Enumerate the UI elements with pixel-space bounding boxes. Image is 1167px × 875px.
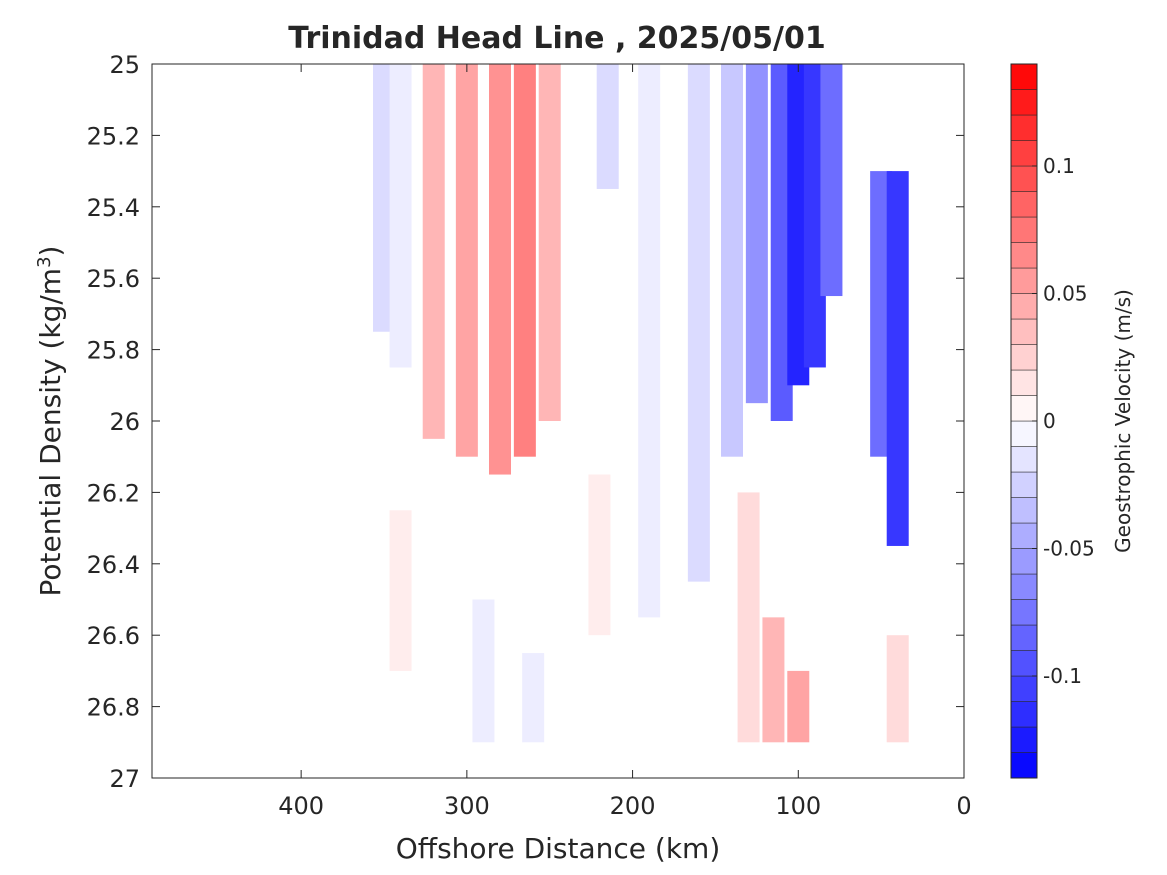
velocity-contours [373,64,909,743]
colorbar-swatch [1010,624,1038,651]
colorbar-swatch [1010,573,1038,600]
y-axis-label-superscript: 3 [34,256,55,267]
colorbar-swatch [1010,471,1038,498]
colorbar-swatch [1010,446,1038,473]
y-tick-label: 26.6 [87,622,140,650]
colorbar-swatch [1010,675,1038,702]
colorbar-tick-label: 0 [1043,409,1056,433]
velocity-cell [389,64,412,368]
x-tick-label: 100 [775,792,821,820]
colorbar-swatch [1010,293,1038,320]
colorbar-swatch [1010,140,1038,167]
colorbar-swatch [1010,216,1038,243]
colorbar-swatch [1010,165,1038,192]
y-tick-label: 25.2 [87,122,140,150]
colorbar-swatch [1010,242,1038,269]
colorbar-swatch [1010,650,1038,677]
colorbar-swatch [1010,497,1038,524]
velocity-cell [513,64,536,457]
colorbar-swatch [1010,369,1038,396]
colorbar-tick-label: -0.1 [1043,664,1082,688]
velocity-cell [787,64,810,386]
chart-title: Trinidad Head Line , 2025/05/01 [288,21,825,56]
velocity-cell [489,64,511,475]
colorbar-swatch [1010,318,1038,345]
colorbar-swatch [1010,191,1038,218]
x-tick-label: 0 [956,792,971,820]
velocity-cell [886,171,909,546]
colorbar-swatch [1010,548,1038,575]
velocity-cell [596,64,619,189]
colorbar-swatch [1010,89,1038,116]
x-tick-label: 300 [444,792,490,820]
velocity-cell [803,64,826,368]
y-tick-label: 25.8 [87,337,140,365]
y-axis-label: Potential Density (kg/m3) [34,246,68,597]
colorbar-label: Geostrophic Velocity (m/s) [1111,289,1135,553]
velocity-cell [762,617,785,743]
colorbar-swatch [1010,752,1038,779]
colorbar-swatch [1010,420,1038,447]
colorbar-swatch [1010,395,1038,422]
colorbar-swatch [1010,114,1038,141]
colorbar-tick-label: -0.05 [1043,537,1095,561]
colorbar-tick-label: 0.05 [1043,282,1088,306]
velocity-cell [472,599,495,743]
velocity-cell [538,64,561,421]
colorbar-swatch [1010,267,1038,294]
x-axis: 400 300 200 100 0 [278,64,972,820]
x-tick-label: 200 [610,792,656,820]
velocity-cell [389,510,412,671]
y-tick-label: 26.4 [87,551,140,579]
velocity-cell [522,653,545,743]
y-tick-label: 25.6 [87,265,140,293]
velocity-cell [870,171,893,457]
colorbar-swatch [1010,63,1038,90]
velocity-cell [721,64,743,457]
colorbar: 0.1 0.05 0 -0.05 -0.1 [1010,63,1095,779]
velocity-cell [886,635,909,743]
velocity-cell [687,64,710,582]
y-tick-label: 25.4 [87,194,140,222]
velocity-cell [422,64,445,439]
x-tick-label: 400 [278,792,324,820]
colorbar-swatch [1010,599,1038,626]
x-axis-label: Offshore Distance (km) [396,832,721,865]
y-tick-label: 27 [109,765,140,793]
velocity-cell [787,670,810,743]
colorbar-swatch [1010,522,1038,549]
y-axis: 25 25.2 25.4 25.6 25.8 26 26.2 26.4 26.6 26.8 27 [87,51,964,793]
velocity-cell [820,64,843,297]
velocity-cell [455,64,478,457]
velocity-cell [770,64,793,421]
velocity-cell [745,64,768,404]
colorbar-swatch [1010,701,1038,728]
velocity-cell [373,64,395,332]
colorbar-swatch [1010,726,1038,753]
velocity-cell [638,64,661,618]
velocity-cell [588,474,611,636]
colorbar-swatch [1010,344,1038,371]
plot-area [151,63,965,779]
y-tick-label: 26.8 [87,694,140,722]
y-tick-label: 26.2 [87,479,140,507]
y-tick-label: 26 [109,408,140,436]
y-axis-label-main: Potential Density (kg/m [34,268,67,597]
colorbar-tick-label: 0.1 [1043,154,1075,178]
y-tick-label: 25 [109,51,140,79]
velocity-cell [737,492,760,743]
y-axis-label-close: ) [34,246,67,257]
